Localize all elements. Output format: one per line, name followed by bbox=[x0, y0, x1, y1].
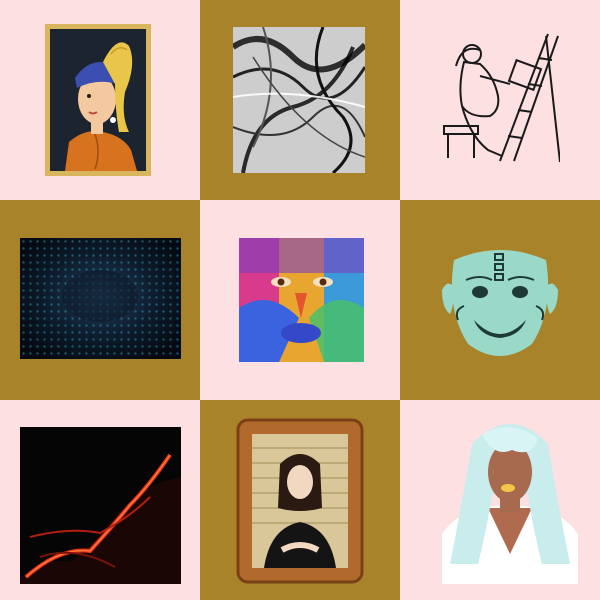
tile-painter-at-easel[interactable] bbox=[400, 0, 600, 200]
mint-mask-icon bbox=[442, 250, 558, 356]
pearl-earring-portrait-icon bbox=[45, 24, 151, 176]
tile-white-hair-woman[interactable] bbox=[400, 400, 600, 600]
painter-at-easel-icon bbox=[443, 33, 560, 163]
cyan-particle-tunnel-icon bbox=[20, 238, 181, 359]
painted-face-icon bbox=[239, 238, 364, 362]
tile-mint-mask[interactable] bbox=[400, 200, 600, 400]
tile-particle-tunnel[interactable] bbox=[0, 200, 200, 400]
smoke-abstract-icon bbox=[233, 27, 365, 173]
lava-flow-icon bbox=[20, 427, 181, 584]
tile-framed-woman[interactable] bbox=[200, 400, 400, 600]
framed-woman-portrait-icon bbox=[236, 418, 364, 584]
tile-lava-flow[interactable] bbox=[0, 400, 200, 600]
tile-pearl-earring[interactable] bbox=[0, 0, 200, 200]
tile-smoke-abstract[interactable] bbox=[200, 0, 400, 200]
tile-painted-face[interactable] bbox=[200, 200, 400, 400]
white-hair-woman-icon bbox=[442, 424, 578, 584]
